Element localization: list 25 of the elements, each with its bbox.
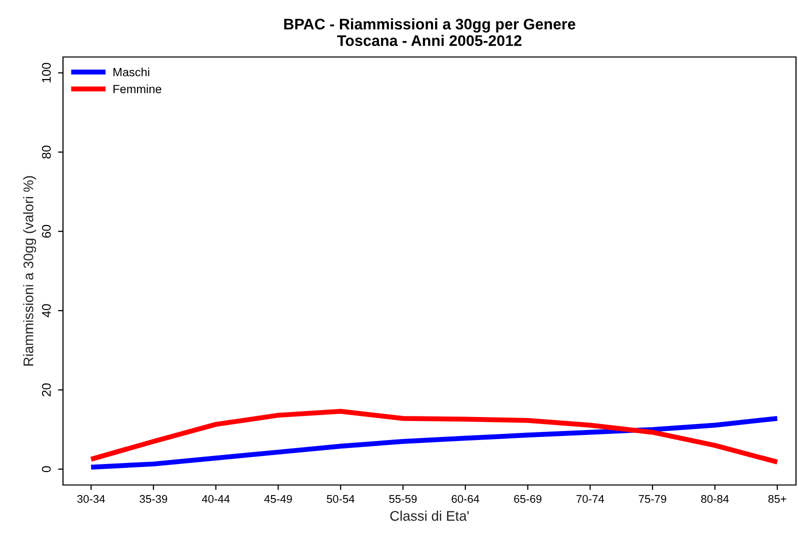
x-tick-label: 30-34 bbox=[77, 495, 105, 503]
y-tick-label: 20 bbox=[42, 383, 51, 396]
x-tick-label: 45-49 bbox=[264, 495, 292, 503]
x-tick-label: 70-74 bbox=[576, 495, 604, 503]
y-tick-label: 40 bbox=[42, 304, 51, 318]
x-tick-label: 55-59 bbox=[389, 495, 417, 503]
x-tick-label: 80-84 bbox=[701, 495, 729, 503]
legend-label: Maschi bbox=[114, 68, 150, 76]
x-tick-label: 50-54 bbox=[326, 495, 354, 503]
x-tick-label: 40-44 bbox=[202, 495, 230, 503]
x-axis-title: Classi di Eta' bbox=[390, 510, 469, 521]
y-axis-title: Riammissioni a 30gg (valori %) bbox=[23, 176, 36, 366]
y-tick-label: 60 bbox=[42, 224, 51, 238]
chart-title: BPAC - Riammissioni a 30gg per Genere Toscana - Anni 2005-2012 bbox=[284, 18, 576, 46]
x-tick-label: 35-39 bbox=[140, 495, 168, 503]
x-tick-label: 60-64 bbox=[452, 495, 480, 503]
x-tick-label: 65-69 bbox=[514, 495, 542, 503]
line-series bbox=[88, 416, 780, 470]
x-tick-label: 85+ bbox=[768, 495, 786, 503]
legend-label: Femmine bbox=[114, 84, 162, 94]
y-tick-label: 0 bbox=[42, 466, 51, 472]
y-tick-label: 80 bbox=[42, 146, 51, 159]
y-tick-label: 100 bbox=[42, 62, 51, 82]
x-tick-label: 75-79 bbox=[638, 495, 666, 503]
line-series bbox=[88, 408, 780, 464]
